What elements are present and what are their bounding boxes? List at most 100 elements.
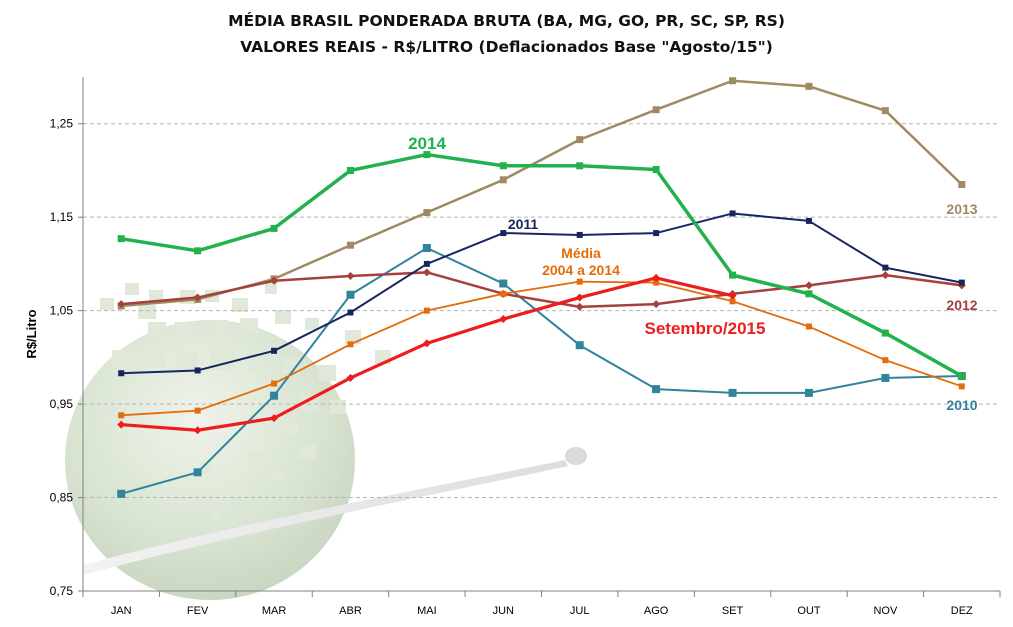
series-label-2011: 2011: [508, 216, 539, 232]
x-tick-label: OUT: [797, 605, 821, 617]
data-point: [270, 276, 279, 285]
data-point: [729, 210, 736, 217]
x-tick-label: JAN: [111, 605, 132, 617]
data-point: [653, 230, 660, 237]
data-point: [117, 489, 126, 498]
x-tick-label: JUL: [570, 605, 590, 617]
data-point: [117, 420, 126, 429]
data-point: [500, 230, 507, 237]
data-point: [728, 388, 737, 397]
data-point: [575, 293, 584, 302]
series-line: [121, 271, 962, 309]
data-point: [194, 367, 201, 374]
series-line: [121, 212, 962, 375]
chart-subtitle: VALORES REAIS - R$/LITRO (Deflacionados …: [240, 38, 773, 56]
series-line: [120, 152, 963, 378]
data-point: [499, 176, 507, 184]
series-label-2012: 2012: [946, 297, 977, 313]
x-tick-label: ABR: [339, 605, 362, 617]
x-tick-label: MAR: [262, 605, 287, 617]
y-axis-label: R$/Litro: [24, 309, 39, 358]
data-point: [805, 217, 812, 224]
data-point: [271, 380, 278, 387]
data-point: [346, 166, 354, 174]
data-point: [499, 162, 507, 170]
data-point: [576, 162, 584, 170]
data-point: [576, 231, 583, 238]
data-point: [805, 323, 812, 330]
data-point: [346, 272, 355, 281]
data-point: [652, 273, 661, 282]
series-layer: [117, 77, 966, 498]
data-point: [423, 209, 431, 217]
data-point: [346, 241, 354, 249]
data-point: [729, 298, 736, 305]
series-2011: [118, 210, 965, 377]
data-point: [958, 180, 966, 188]
data-point: [271, 347, 278, 354]
data-point: [881, 373, 890, 382]
series-setembro-2015: [117, 273, 737, 435]
chart-title: MÉDIA BRASIL PONDERADA BRUTA (BA, MG, GO…: [228, 12, 785, 30]
series-m-dia-2004-a-2014: [118, 278, 965, 419]
data-point: [804, 388, 813, 397]
data-point: [958, 279, 965, 286]
data-point: [270, 224, 278, 232]
x-tick-label: AGO: [644, 605, 669, 617]
series-label-2013: 2013: [946, 201, 977, 217]
data-point: [193, 468, 202, 477]
data-point: [652, 166, 660, 174]
data-point: [423, 260, 430, 267]
data-point: [423, 151, 431, 159]
x-tick-label: FEV: [187, 605, 209, 617]
data-point: [117, 300, 126, 309]
y-tick-label: 0,75: [50, 584, 74, 598]
data-point: [193, 426, 202, 435]
data-point: [958, 372, 966, 380]
y-tick-label: 0,85: [50, 491, 74, 505]
y-tick-label: 1,05: [50, 304, 74, 318]
data-point: [882, 357, 889, 364]
data-point: [499, 279, 508, 288]
data-point: [270, 391, 279, 400]
data-point: [729, 271, 737, 279]
data-point: [422, 244, 431, 253]
data-point: [805, 290, 813, 298]
x-tick-label: NOV: [873, 605, 898, 617]
data-point: [270, 414, 279, 423]
gridlines: [83, 123, 1000, 499]
data-point: [194, 407, 201, 414]
data-point: [805, 82, 813, 90]
data-point: [653, 279, 660, 286]
data-point: [652, 106, 660, 114]
x-tick-label: SET: [722, 605, 744, 617]
series-line: [120, 247, 962, 495]
data-point: [575, 341, 584, 350]
data-point: [117, 235, 125, 243]
data-point: [576, 136, 584, 144]
data-point: [422, 339, 431, 348]
data-point: [958, 383, 965, 390]
data-point: [194, 247, 202, 255]
data-point: [423, 307, 430, 314]
series-2014: [117, 151, 966, 380]
data-point: [881, 107, 889, 115]
series-label-2010: 2010: [946, 397, 977, 413]
series-label-m-dia-2004-a-2014: 2004 a 2014: [542, 262, 620, 278]
data-point: [346, 290, 355, 299]
y-tick-label: 1,15: [50, 210, 74, 224]
data-point: [652, 385, 661, 394]
series-label-2014: 2014: [408, 134, 446, 153]
series-label-m-dia-2004-a-2014: Média: [561, 245, 601, 261]
data-point: [499, 315, 508, 324]
data-point: [346, 373, 355, 382]
data-point: [804, 281, 813, 290]
y-tick-label: 1,25: [50, 117, 74, 131]
data-point: [118, 412, 125, 419]
axes: 0,75 0,85 0,95 1,05 1,15 1,25 JAN FEV MAR ABR MAI J…: [50, 77, 1001, 617]
data-point: [882, 264, 889, 271]
data-point: [500, 290, 507, 297]
data-point: [881, 329, 889, 337]
